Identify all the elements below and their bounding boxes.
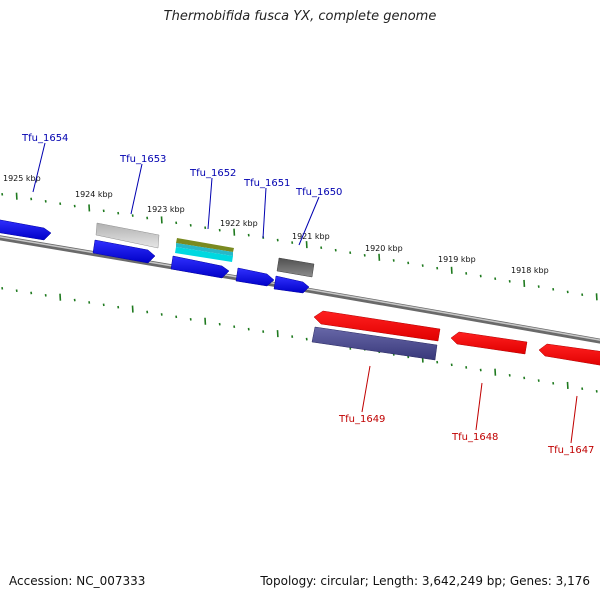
gene-arrow-tfu-1648[interactable] bbox=[450, 331, 528, 355]
gene-arrow-tfu-1653[interactable] bbox=[92, 239, 156, 264]
feature-bar-tfu-1652[interactable] bbox=[175, 238, 234, 262]
leader-line-tfu-1652 bbox=[207, 177, 213, 230]
leader-line-tfu-1654 bbox=[32, 142, 46, 193]
genome-summary: Topology: circular; Length: 3,642,249 bp… bbox=[260, 574, 590, 588]
feature-bar-tfu-1649[interactable] bbox=[311, 326, 438, 361]
leader-line-tfu-1647 bbox=[570, 395, 578, 444]
kbp-label: 1922 kbp bbox=[220, 219, 258, 228]
feature-bar-tfu-1650[interactable] bbox=[276, 257, 315, 278]
kbp-label: 1920 kbp bbox=[365, 244, 403, 253]
upper-tick-row bbox=[1, 192, 598, 301]
gene-arrow-tfu-1652[interactable] bbox=[170, 255, 230, 279]
gene-label-tfu-1653[interactable]: Tfu_1653 bbox=[119, 154, 166, 165]
map-title: Thermobifida fusca YX, complete genome bbox=[163, 9, 437, 24]
kbp-label: 1918 kbp bbox=[511, 266, 549, 275]
leader-line-tfu-1648 bbox=[475, 382, 483, 431]
gene-label-tfu-1650[interactable]: Tfu_1650 bbox=[295, 187, 342, 198]
gene-label-tfu-1647[interactable]: Tfu_1647 bbox=[547, 445, 594, 456]
leader-line-tfu-1649 bbox=[361, 365, 371, 413]
gene-label-tfu-1654[interactable]: Tfu_1654 bbox=[21, 133, 68, 144]
kbp-label: 1919 kbp bbox=[438, 255, 476, 264]
kbp-label: 1925 kbp bbox=[3, 174, 41, 183]
accession-label: Accession: NC_007333 bbox=[9, 574, 146, 588]
gene-label-tfu-1649[interactable]: Tfu_1649 bbox=[338, 414, 385, 425]
gene-arrow-tfu-1650[interactable] bbox=[273, 275, 310, 294]
gene-label-tfu-1652[interactable]: Tfu_1652 bbox=[189, 168, 236, 179]
gene-label-tfu-1648[interactable]: Tfu_1648 bbox=[451, 432, 498, 443]
kbp-label: 1921 kbp bbox=[292, 232, 330, 241]
gene-arrow-tfu-1649[interactable] bbox=[313, 310, 441, 342]
kbp-label: 1924 kbp bbox=[75, 190, 113, 199]
leader-line-tfu-1653 bbox=[130, 163, 143, 215]
gene-label-tfu-1651[interactable]: Tfu_1651 bbox=[243, 178, 290, 189]
feature-bar-tfu-1653[interactable] bbox=[95, 222, 160, 249]
gene-arrow-tfu-1651[interactable] bbox=[235, 267, 275, 287]
leader-line-tfu-1650 bbox=[298, 196, 320, 246]
kbp-label: 1923 kbp bbox=[147, 205, 185, 214]
gene-arrow-tfu-1647[interactable] bbox=[538, 343, 600, 366]
leader-line-tfu-1651 bbox=[262, 187, 267, 239]
gene-arrow-tfu-1654[interactable] bbox=[0, 219, 52, 241]
